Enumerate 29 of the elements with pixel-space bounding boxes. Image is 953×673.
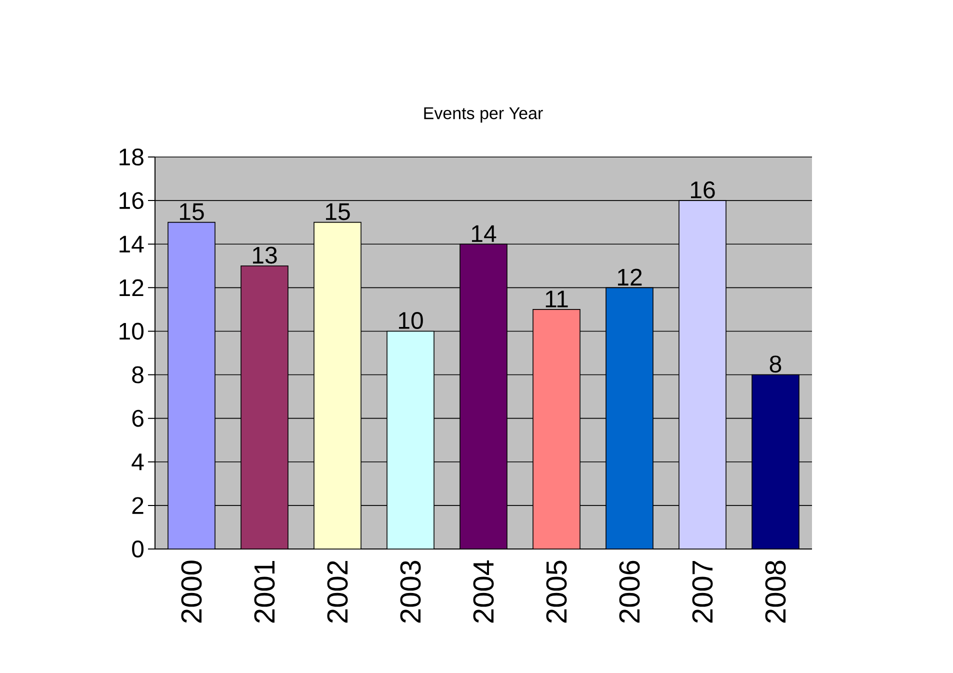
y-tick-label: 8 (132, 366, 144, 384)
x-tick-label: 2000 (181, 560, 202, 623)
y-tick-label: 12 (120, 279, 144, 296)
x-tick-label: 2001 (254, 560, 275, 623)
x-tick-label: 2006 (619, 560, 640, 623)
data-label: 13 (252, 246, 277, 264)
x-tick-label: 2003 (400, 560, 421, 623)
data-label: 15 (326, 203, 350, 220)
y-tick-label: 4 (132, 454, 144, 470)
data-label: 11 (546, 290, 568, 308)
y-tick-label: 2 (132, 497, 144, 514)
x-tick-label: 2007 (692, 561, 713, 623)
x-tick-label: 2005 (546, 560, 567, 623)
y-tick-label: 6 (132, 410, 144, 427)
chart-title: Events per Year (424, 107, 543, 123)
data-label: 8 (770, 356, 782, 373)
x-tick-label: 2002 (327, 561, 348, 623)
y-tick-label: 16 (120, 192, 144, 210)
x-tick-label: 2004 (473, 560, 494, 623)
data-label: 10 (398, 312, 423, 330)
data-label: 15 (180, 203, 204, 220)
x-tick-label: 2008 (765, 560, 786, 623)
data-label: 12 (618, 268, 642, 286)
y-tick-label: 10 (120, 322, 144, 340)
data-label: 16 (690, 181, 715, 198)
y-tick-label: 0 (132, 540, 144, 558)
y-tick-label: 14 (120, 236, 144, 252)
data-label: 14 (472, 225, 496, 242)
y-tick-label: 18 (120, 148, 144, 166)
